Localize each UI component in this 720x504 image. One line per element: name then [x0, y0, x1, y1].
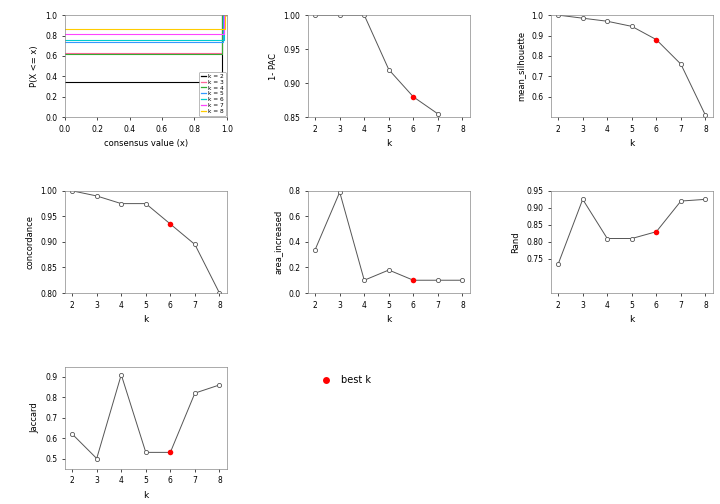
Y-axis label: 1- PAC: 1- PAC: [269, 53, 278, 80]
X-axis label: k: k: [629, 140, 634, 149]
Legend: best k: best k: [312, 371, 374, 389]
X-axis label: k: k: [143, 491, 148, 500]
Y-axis label: area_increased: area_increased: [274, 210, 282, 274]
Y-axis label: mean_silhouette: mean_silhouette: [516, 31, 526, 101]
Y-axis label: concordance: concordance: [26, 215, 35, 269]
Y-axis label: Rand: Rand: [512, 231, 521, 253]
Y-axis label: Jaccard: Jaccard: [30, 402, 40, 433]
X-axis label: consensus value (x): consensus value (x): [104, 140, 188, 149]
X-axis label: k: k: [386, 140, 392, 149]
Legend: k = 2, k = 3, k = 4, k = 5, k = 6, k = 7, k = 8: k = 2, k = 3, k = 4, k = 5, k = 6, k = 7…: [199, 72, 225, 116]
X-axis label: k: k: [386, 315, 392, 324]
X-axis label: k: k: [629, 315, 634, 324]
X-axis label: k: k: [143, 315, 148, 324]
Y-axis label: P(X <= x): P(X <= x): [30, 45, 40, 87]
